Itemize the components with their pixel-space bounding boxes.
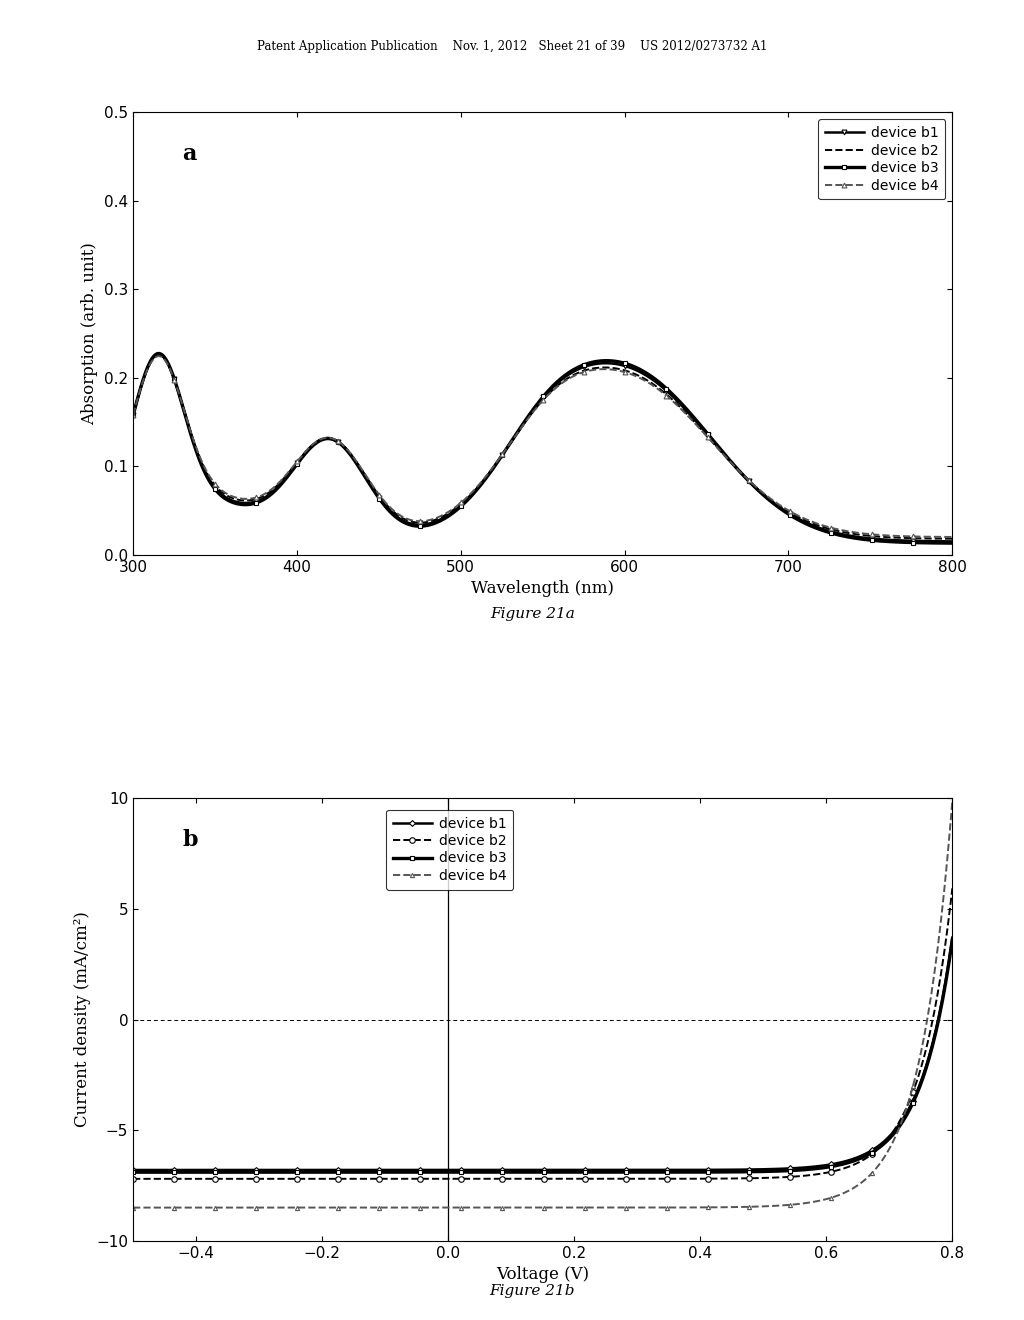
device b4: [799, 1196, 811, 1212]
device b3: [676, 396, 688, 412]
device b4: [127, 1200, 139, 1216]
Text: Figure 21a: Figure 21a: [490, 607, 574, 622]
device b1: [611, 356, 624, 372]
device b4: [676, 401, 688, 417]
device b2: [676, 400, 688, 416]
device b1: [521, 1162, 534, 1177]
device b4: [614, 1200, 627, 1216]
device b1: [127, 1162, 139, 1177]
device b4: [611, 363, 624, 379]
device b3: [127, 408, 139, 424]
device b1: [745, 475, 758, 491]
device b2: [516, 1171, 528, 1187]
device b4: [273, 474, 286, 490]
device b4: [570, 1200, 583, 1216]
Line: device b2: device b2: [133, 355, 952, 539]
device b1: [499, 442, 511, 458]
device b3: [745, 475, 758, 491]
device b4: [339, 440, 351, 455]
Y-axis label: Absorption (arb. unit): Absorption (arb. unit): [82, 242, 98, 425]
device b2: [127, 407, 139, 422]
device b2: [946, 880, 958, 896]
device b3: [499, 444, 511, 459]
Text: Figure 21b: Figure 21b: [489, 1284, 575, 1298]
device b3: [570, 1164, 583, 1180]
Line: device b3: device b3: [131, 937, 954, 1175]
device b1: [127, 408, 139, 424]
device b3: [946, 932, 958, 948]
device b4: [127, 407, 139, 422]
device b4: [153, 348, 165, 364]
X-axis label: Wavelength (nm): Wavelength (nm): [471, 581, 614, 597]
Text: b: b: [182, 829, 198, 851]
device b3: [946, 535, 958, 550]
device b4: [745, 475, 758, 491]
device b1: [946, 533, 958, 549]
device b2: [570, 1171, 583, 1187]
Y-axis label: Current density (mA/cm²): Current density (mA/cm²): [74, 912, 91, 1127]
device b2: [339, 440, 351, 455]
device b4: [521, 1200, 534, 1216]
device b4: [946, 529, 958, 545]
device b2: [521, 1171, 534, 1187]
device b2: [946, 531, 958, 546]
device b2: [611, 360, 624, 376]
device b1: [676, 397, 688, 413]
device b1: [516, 1162, 528, 1177]
device b3: [273, 478, 286, 494]
device b3: [614, 1164, 627, 1180]
device b2: [614, 1171, 627, 1187]
Line: device b1: device b1: [131, 936, 954, 1172]
device b3: [153, 346, 165, 362]
X-axis label: Voltage (V): Voltage (V): [497, 1266, 589, 1283]
device b3: [927, 1038, 939, 1053]
Legend: device b1, device b2, device b3, device b4: device b1, device b2, device b3, device …: [818, 119, 945, 199]
device b4: [946, 793, 958, 809]
device b4: [499, 442, 511, 458]
device b3: [799, 1162, 811, 1177]
Text: a: a: [182, 143, 197, 165]
device b1: [570, 1162, 583, 1177]
device b2: [927, 1012, 939, 1028]
Line: device b4: device b4: [131, 799, 954, 1209]
device b4: [516, 1200, 528, 1216]
Legend: device b1, device b2, device b3, device b4: device b1, device b2, device b3, device …: [386, 809, 513, 890]
device b1: [273, 478, 286, 494]
device b3: [339, 441, 351, 457]
device b2: [127, 1171, 139, 1187]
device b2: [273, 475, 286, 491]
device b1: [339, 441, 351, 457]
Line: device b1: device b1: [131, 352, 954, 544]
device b4: [927, 978, 939, 994]
device b2: [799, 1168, 811, 1184]
device b2: [499, 444, 511, 459]
device b2: [153, 347, 165, 363]
Text: Patent Application Publication    Nov. 1, 2012   Sheet 21 of 39    US 2012/02737: Patent Application Publication Nov. 1, 2…: [257, 40, 767, 53]
device b2: [745, 475, 758, 491]
device b1: [614, 1162, 627, 1177]
device b3: [611, 354, 624, 370]
device b1: [153, 346, 165, 362]
device b1: [946, 929, 958, 945]
device b3: [521, 1164, 534, 1180]
device b1: [927, 1035, 939, 1051]
device b1: [799, 1159, 811, 1175]
device b3: [516, 1164, 528, 1180]
Line: device b3: device b3: [131, 351, 954, 545]
device b3: [127, 1164, 139, 1180]
Line: device b4: device b4: [131, 354, 954, 540]
Line: device b2: device b2: [130, 886, 955, 1181]
